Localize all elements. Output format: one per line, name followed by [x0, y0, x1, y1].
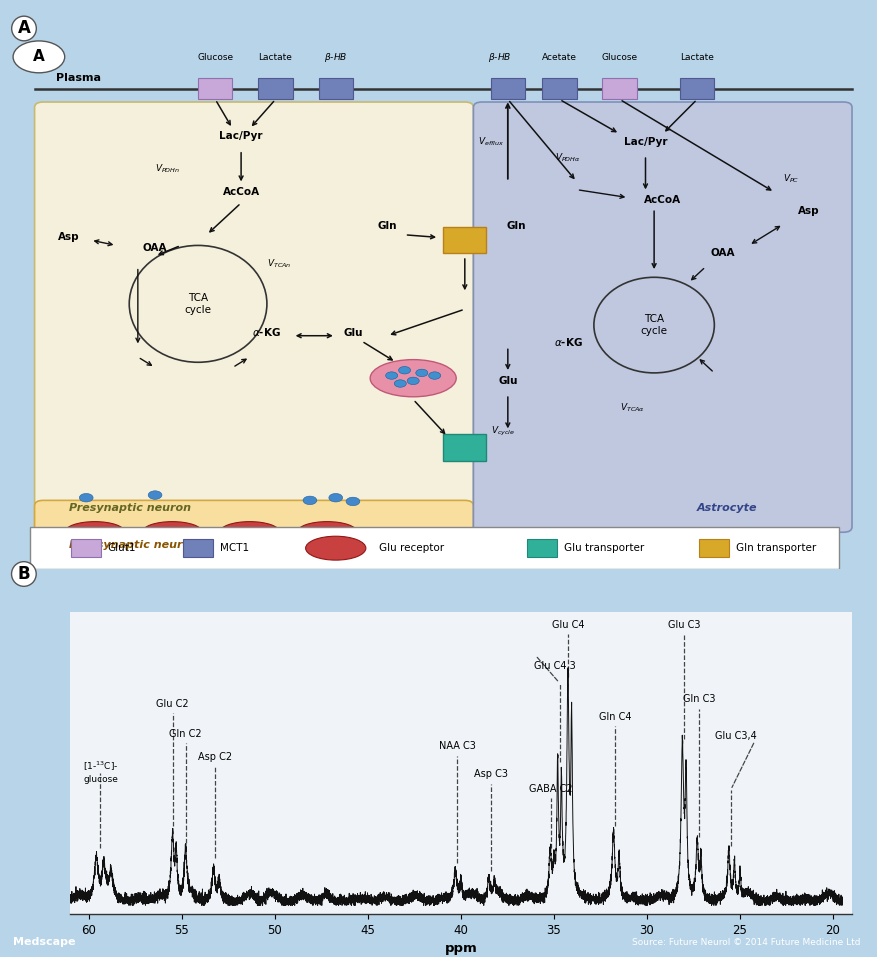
FancyBboxPatch shape [258, 78, 292, 100]
Ellipse shape [370, 360, 456, 397]
Text: Gln: Gln [377, 221, 396, 232]
Text: $\beta$-HB: $\beta$-HB [324, 51, 347, 63]
Text: $\alpha$-KG: $\alpha$-KG [553, 336, 581, 348]
Text: Astrocyte: Astrocyte [696, 503, 757, 513]
FancyBboxPatch shape [526, 539, 557, 558]
Text: Asp: Asp [58, 233, 80, 242]
Text: Acetate: Acetate [541, 53, 576, 61]
Text: NAA C3: NAA C3 [438, 742, 475, 751]
Text: Asp C2: Asp C2 [198, 752, 232, 762]
FancyBboxPatch shape [679, 78, 714, 100]
Text: Gln C2: Gln C2 [169, 728, 202, 739]
FancyBboxPatch shape [34, 102, 473, 532]
FancyBboxPatch shape [443, 434, 486, 460]
Ellipse shape [142, 522, 203, 543]
Text: $V_{PDH\alpha}$: $V_{PDH\alpha}$ [554, 151, 581, 164]
FancyBboxPatch shape [34, 501, 473, 564]
Circle shape [346, 498, 360, 505]
Text: Glu C3: Glu C3 [667, 619, 700, 630]
Text: Lac/Pyr: Lac/Pyr [623, 137, 667, 146]
Text: AcCoA: AcCoA [644, 195, 681, 205]
Text: Glucose: Glucose [197, 53, 233, 61]
Circle shape [385, 372, 397, 379]
Circle shape [416, 369, 427, 377]
Circle shape [303, 496, 317, 504]
FancyBboxPatch shape [443, 227, 486, 254]
Circle shape [428, 372, 440, 379]
FancyBboxPatch shape [198, 78, 232, 100]
Text: TCA
cycle: TCA cycle [184, 293, 211, 315]
Ellipse shape [296, 522, 357, 543]
Text: Glu receptor: Glu receptor [378, 544, 444, 553]
Ellipse shape [65, 522, 125, 543]
Text: Source: Future Neurol © 2014 Future Medicine Ltd: Source: Future Neurol © 2014 Future Medi… [631, 939, 859, 947]
Text: $V_{TCA\alpha}$: $V_{TCA\alpha}$ [619, 401, 644, 413]
Text: Gln: Gln [506, 221, 525, 232]
Text: Glu transporter: Glu transporter [563, 544, 644, 553]
Text: Glu C4,3: Glu C4,3 [533, 661, 574, 671]
FancyBboxPatch shape [698, 539, 729, 558]
Text: $V_{TCAn}$: $V_{TCAn}$ [267, 257, 291, 270]
FancyBboxPatch shape [318, 78, 353, 100]
Text: Glu: Glu [343, 327, 362, 338]
Circle shape [407, 377, 418, 385]
Text: Glut1: Glut1 [108, 544, 136, 553]
Text: TCA
cycle: TCA cycle [640, 314, 667, 336]
Circle shape [329, 494, 342, 502]
Text: AcCoA: AcCoA [222, 187, 260, 197]
Ellipse shape [305, 536, 366, 560]
Text: A: A [33, 50, 45, 64]
Text: Lactate: Lactate [680, 53, 713, 61]
Circle shape [394, 380, 406, 388]
Text: Asp C3: Asp C3 [474, 769, 507, 779]
X-axis label: ppm: ppm [444, 943, 477, 955]
Text: Gln C3: Gln C3 [682, 695, 715, 704]
Text: Gln C4: Gln C4 [598, 711, 631, 722]
Text: GABA C2: GABA C2 [529, 784, 573, 794]
Text: [1-$^{13}$C]-
glucose: [1-$^{13}$C]- glucose [83, 760, 118, 784]
FancyBboxPatch shape [542, 78, 576, 100]
Text: A: A [18, 19, 31, 37]
Text: Glu C4: Glu C4 [551, 619, 583, 630]
Text: Lactate: Lactate [259, 53, 292, 61]
Text: Medscape: Medscape [13, 938, 75, 947]
Text: MCT1: MCT1 [219, 544, 248, 553]
FancyBboxPatch shape [30, 527, 838, 569]
Text: Glu C3,4: Glu C3,4 [714, 731, 756, 742]
Text: Lac/Pyr: Lac/Pyr [219, 131, 262, 142]
Text: $\alpha$-KG: $\alpha$-KG [253, 325, 281, 338]
Text: Glu: Glu [497, 375, 517, 386]
Text: $V_{PC}$: $V_{PC}$ [782, 172, 799, 186]
Text: Glucose: Glucose [601, 53, 637, 61]
Text: $V_{cycle}$: $V_{cycle}$ [490, 425, 514, 438]
Text: OAA: OAA [143, 243, 168, 253]
Text: Gln transporter: Gln transporter [735, 544, 816, 553]
Text: $\beta$-HB: $\beta$-HB [487, 51, 510, 63]
Text: Glu C2: Glu C2 [156, 699, 189, 709]
Text: OAA: OAA [709, 248, 734, 258]
Circle shape [13, 41, 65, 73]
Text: B: B [18, 565, 30, 583]
FancyBboxPatch shape [490, 78, 524, 100]
Circle shape [79, 494, 93, 502]
FancyBboxPatch shape [182, 539, 213, 558]
Text: Plasma: Plasma [56, 73, 101, 83]
Circle shape [148, 491, 161, 500]
Text: Postsynaptic neuron: Postsynaptic neuron [69, 540, 198, 550]
Ellipse shape [219, 522, 280, 543]
FancyBboxPatch shape [602, 78, 636, 100]
Text: Asp: Asp [797, 206, 819, 215]
FancyBboxPatch shape [71, 539, 101, 558]
FancyBboxPatch shape [473, 102, 851, 532]
Circle shape [398, 367, 410, 374]
Text: Presynaptic neuron: Presynaptic neuron [69, 503, 191, 513]
Text: $V_{efflux}$: $V_{efflux}$ [477, 136, 503, 148]
Text: $V_{PDHn}$: $V_{PDHn}$ [155, 162, 180, 174]
